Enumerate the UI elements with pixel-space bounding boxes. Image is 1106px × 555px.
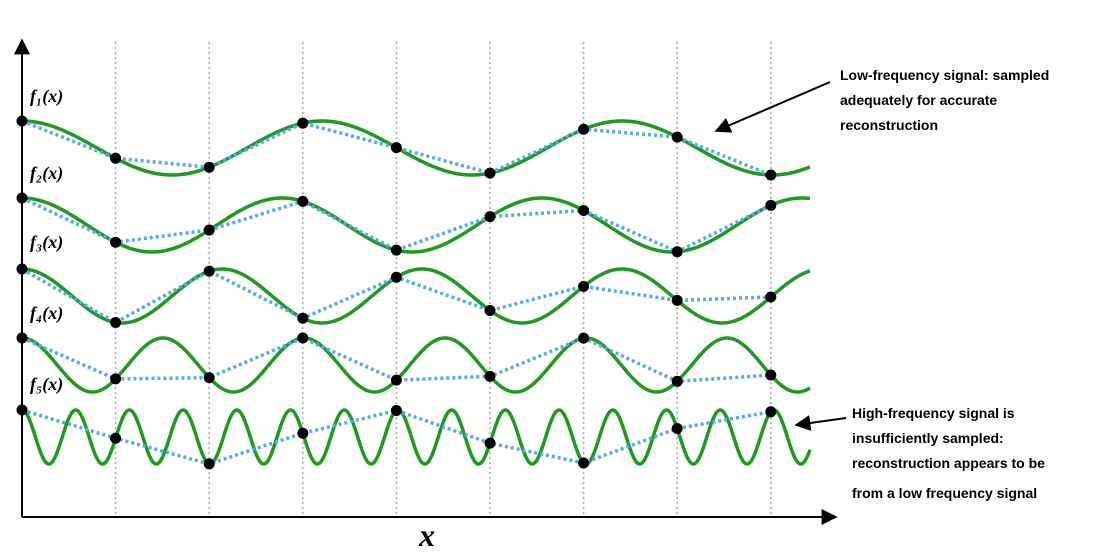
- sample-point: [203, 372, 215, 384]
- sample-point: [390, 404, 402, 416]
- function-label: f₂(x): [30, 163, 63, 184]
- sample-point: [765, 169, 777, 181]
- sample-point: [484, 370, 496, 382]
- sample-point: [110, 236, 122, 248]
- sample-point: [390, 374, 402, 386]
- signal-curve: [21, 119, 811, 177]
- sample-point: [110, 316, 122, 328]
- signal-curve: [21, 267, 811, 325]
- sample-point: [671, 422, 683, 434]
- function-label: f₃(x): [30, 232, 63, 253]
- annotation-line: High-frequency signal is: [852, 405, 1015, 421]
- sample-point: [203, 224, 215, 236]
- sample-point: [16, 192, 28, 204]
- arrow: [714, 81, 831, 133]
- sample-lines: [114, 42, 772, 517]
- annotation-line: adequately for accurate: [840, 92, 997, 108]
- sample-point: [203, 161, 215, 173]
- annotation-line: reconstruction appears to be: [852, 455, 1045, 471]
- sample-point: [16, 263, 28, 275]
- sample-point: [671, 375, 683, 387]
- annotation-line: insufficiently sampled:: [852, 430, 1004, 446]
- arrow: [794, 415, 847, 431]
- sample-point: [484, 304, 496, 316]
- signals: [16, 115, 812, 470]
- sample-point: [16, 332, 28, 344]
- sample-point: [297, 117, 309, 129]
- sample-point: [578, 332, 590, 344]
- sample-point: [203, 458, 215, 470]
- sample-point: [484, 437, 496, 449]
- reconstruction: [21, 196, 772, 254]
- sample-point: [578, 457, 590, 469]
- annotation-line: Low-frequency signal: sampled: [840, 67, 1049, 83]
- function-label: f₅(x): [30, 374, 63, 395]
- sample-point: [297, 312, 309, 324]
- sample-point: [578, 123, 590, 135]
- sample-point: [671, 131, 683, 143]
- sample-point: [110, 432, 122, 444]
- sample-point: [297, 332, 309, 344]
- sample-point: [765, 406, 777, 418]
- sample-point: [110, 373, 122, 385]
- function-label: f₁(x): [30, 86, 63, 107]
- annotation-line: from a low frequency signal: [852, 485, 1037, 501]
- sample-point: [671, 294, 683, 306]
- sample-point: [484, 211, 496, 223]
- sample-point: [16, 404, 28, 416]
- reconstruction: [21, 119, 772, 177]
- sample-point: [765, 291, 777, 303]
- sample-point: [297, 427, 309, 439]
- annotation-line: reconstruction: [840, 117, 938, 133]
- sample-point: [110, 152, 122, 164]
- sample-point: [765, 369, 777, 381]
- sample-point: [16, 115, 28, 127]
- sample-point: [390, 142, 402, 154]
- reconstruction: [21, 336, 771, 384]
- sample-point: [390, 271, 402, 283]
- function-label: f₄(x): [30, 303, 63, 324]
- sample-point: [390, 244, 402, 256]
- x-axis-label: x: [418, 517, 435, 553]
- sample-point: [578, 280, 590, 292]
- sample-point: [578, 205, 590, 217]
- signal-curve: [21, 336, 811, 394]
- sample-point: [484, 167, 496, 179]
- sample-point: [671, 246, 683, 258]
- reconstruction: [21, 408, 772, 466]
- sample-point: [203, 265, 215, 277]
- sample-point: [297, 195, 309, 207]
- sample-point: [765, 199, 777, 211]
